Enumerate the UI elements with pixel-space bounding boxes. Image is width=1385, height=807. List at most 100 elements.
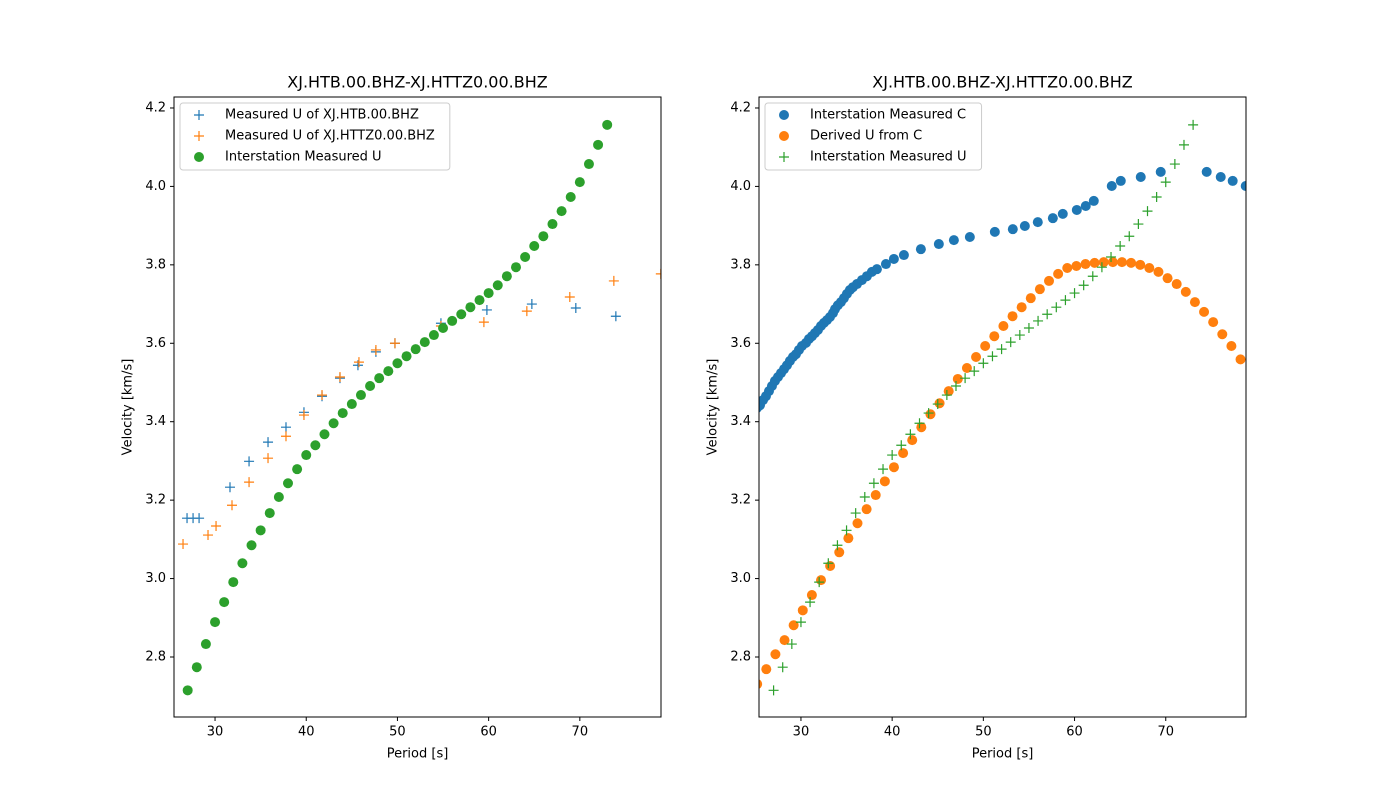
point [474,295,485,306]
point [465,302,476,313]
point [814,577,825,588]
x-tick-label: 40 [298,725,315,740]
point [905,429,916,440]
point [998,321,1009,332]
point [1169,159,1180,170]
point [1155,166,1166,177]
point [593,139,604,150]
point [355,390,366,401]
point [834,547,845,558]
x-tick-label: 30 [793,725,810,740]
point [389,338,400,349]
point [996,344,1007,355]
point [1071,261,1082,272]
point [1069,288,1080,299]
point [1062,262,1073,273]
point [264,508,275,519]
point [868,478,879,489]
point [438,322,449,333]
point [263,453,274,464]
point [610,311,621,322]
point [219,597,230,608]
point [759,679,763,689]
point [777,662,788,673]
point [1071,204,1082,215]
point [870,490,881,501]
point [779,635,790,646]
point [989,331,1000,342]
point [934,398,945,409]
point [280,431,291,442]
point [1189,297,1200,308]
y-axis-label: Velocity [km/s] [121,359,136,456]
point [823,558,834,569]
point [1051,302,1062,313]
point [365,381,376,392]
point [878,464,889,475]
point [1215,172,1226,182]
y-tick-label: 3.8 [730,257,751,272]
point [1142,206,1153,217]
point [383,366,394,377]
point [401,351,412,362]
point [1160,177,1171,188]
point [583,159,594,170]
point [1032,217,1043,228]
point [224,482,235,493]
point [574,177,585,188]
x-axis-label: Period [s] [387,747,449,762]
point [887,450,898,461]
point [1217,329,1228,340]
point [1135,172,1146,182]
legend-label: Interstation Measured C [810,108,966,123]
point [898,448,909,459]
point [1033,315,1044,326]
point [1133,219,1144,230]
point [915,244,926,255]
point [1115,241,1126,252]
point [210,617,221,628]
point [353,357,364,368]
point [529,241,540,252]
legend-marker [779,110,789,120]
point [1116,257,1127,268]
point [806,590,817,601]
point [950,381,961,392]
point [564,292,575,302]
axes: XJ.HTB.00.BHZ-XJ.HTTZ0.00.BHZ Period [s] V… [121,73,662,762]
chart-title: XJ.HTB.00.BHZ-XJ.HTTZ0.00.BHZ [872,73,1132,92]
axes-frame [758,96,1247,718]
point [410,344,421,355]
point [570,302,581,313]
x-tick-label: 60 [480,725,497,740]
axes: XJ.HTB.00.BHZ-XJ.HTTZ0.00.BHZ Period [s] V… [706,73,1247,762]
point [989,226,1000,237]
point [1007,224,1018,235]
point [841,525,852,536]
point [1080,259,1091,270]
legend-marker [779,131,789,141]
point [337,408,348,419]
point [971,352,982,362]
point [521,306,532,317]
legend: Interstation Measured C Derived U from C I… [764,102,983,171]
point [1014,330,1025,341]
point [852,518,863,529]
y-tick-label: 3.2 [145,493,166,508]
point [547,219,558,230]
point [273,492,284,502]
point [1226,341,1237,352]
y-tick-label: 3.6 [145,336,166,351]
point [1124,231,1135,242]
point [178,539,189,550]
point [328,418,339,429]
point [1053,268,1064,279]
point [1201,166,1212,177]
point [1153,266,1164,277]
x-tick-label: 40 [884,725,901,740]
point [1007,311,1018,322]
y-tick-label: 2.8 [145,650,166,665]
y-tick-label: 3.2 [730,493,751,508]
point [850,508,861,519]
x-tick-label: 70 [572,725,589,740]
